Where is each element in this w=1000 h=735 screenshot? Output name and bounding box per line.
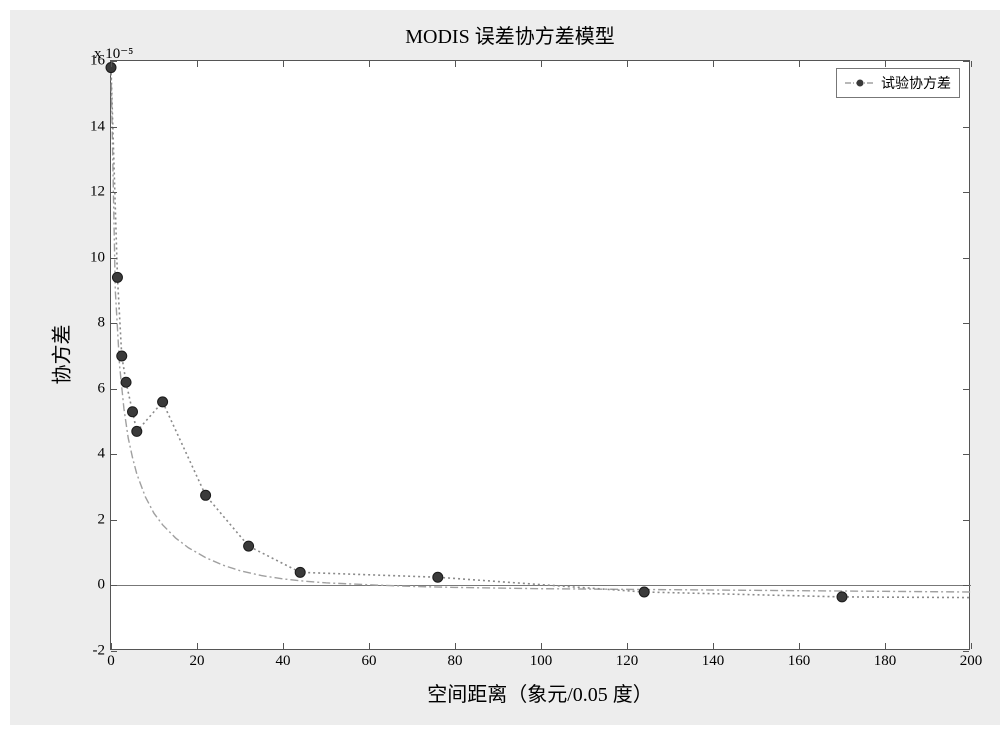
xtick bbox=[541, 61, 542, 67]
ytick bbox=[111, 323, 117, 324]
data-line bbox=[111, 68, 842, 597]
plot-svg bbox=[111, 61, 969, 649]
ytick bbox=[963, 389, 969, 390]
data-marker bbox=[158, 397, 168, 407]
ytick bbox=[963, 520, 969, 521]
data-marker bbox=[244, 541, 254, 551]
data-marker bbox=[117, 351, 127, 361]
xtick bbox=[283, 61, 284, 67]
ytick-label: 16 bbox=[90, 53, 111, 70]
xtick-label: 100 bbox=[530, 649, 553, 670]
xtick bbox=[799, 61, 800, 67]
data-marker bbox=[112, 272, 122, 282]
xtick bbox=[885, 61, 886, 67]
ytick-label: 2 bbox=[98, 511, 112, 528]
ytick bbox=[111, 585, 117, 586]
ytick-label: 8 bbox=[98, 315, 112, 332]
fit-curve bbox=[111, 68, 971, 592]
legend: 试验协方差 bbox=[836, 68, 960, 98]
xtick-label: 160 bbox=[788, 649, 811, 670]
xtick-label: 0 bbox=[107, 649, 115, 670]
data-marker bbox=[128, 407, 138, 417]
xtick-label: 80 bbox=[448, 649, 463, 670]
xtick bbox=[111, 61, 112, 67]
xtick-label: 140 bbox=[702, 649, 725, 670]
xtick bbox=[627, 61, 628, 67]
ytick bbox=[111, 389, 117, 390]
ytick bbox=[111, 127, 117, 128]
xtick-label: 20 bbox=[190, 649, 205, 670]
ytick bbox=[963, 258, 969, 259]
legend-swatch bbox=[845, 76, 875, 90]
x-axis-label: 空间距离（象元/0.05 度） bbox=[110, 678, 970, 707]
data-marker bbox=[837, 592, 847, 602]
chart-title: MODIS 误差协方差模型 bbox=[10, 20, 1000, 49]
ytick bbox=[111, 454, 117, 455]
ytick bbox=[111, 192, 117, 193]
ytick-label: 6 bbox=[98, 380, 112, 397]
xtick bbox=[455, 61, 456, 67]
ytick-label: 4 bbox=[98, 446, 112, 463]
ytick bbox=[963, 323, 969, 324]
ytick bbox=[963, 61, 969, 62]
xtick bbox=[971, 61, 972, 67]
legend-label: 试验协方差 bbox=[881, 73, 951, 93]
ytick bbox=[111, 520, 117, 521]
ytick-label: 10 bbox=[90, 249, 111, 266]
data-marker bbox=[201, 490, 211, 500]
ytick bbox=[963, 454, 969, 455]
figure: MODIS 误差协方差模型 x 10⁻⁵ -202468101214160204… bbox=[10, 10, 1000, 725]
ytick-label: 14 bbox=[90, 118, 111, 135]
data-marker bbox=[639, 587, 649, 597]
xtick-label: 40 bbox=[276, 649, 291, 670]
xtick-label: 180 bbox=[874, 649, 897, 670]
ytick bbox=[963, 127, 969, 128]
data-line-ext bbox=[842, 597, 971, 598]
ytick-label: 12 bbox=[90, 184, 111, 201]
data-marker bbox=[132, 426, 142, 436]
data-marker bbox=[433, 572, 443, 582]
ytick bbox=[111, 258, 117, 259]
data-marker bbox=[121, 377, 131, 387]
xtick bbox=[369, 61, 370, 67]
xtick-label: 200 bbox=[960, 649, 983, 670]
ytick bbox=[963, 192, 969, 193]
xtick-label: 120 bbox=[616, 649, 639, 670]
ytick bbox=[963, 585, 969, 586]
xtick bbox=[197, 61, 198, 67]
xtick-label: 60 bbox=[362, 649, 377, 670]
xtick bbox=[713, 61, 714, 67]
plot-area: -202468101214160204060801001201401601802… bbox=[110, 60, 970, 650]
data-marker bbox=[295, 567, 305, 577]
y-axis-label: 协方差 bbox=[46, 315, 75, 395]
ytick-label: 0 bbox=[98, 577, 112, 594]
